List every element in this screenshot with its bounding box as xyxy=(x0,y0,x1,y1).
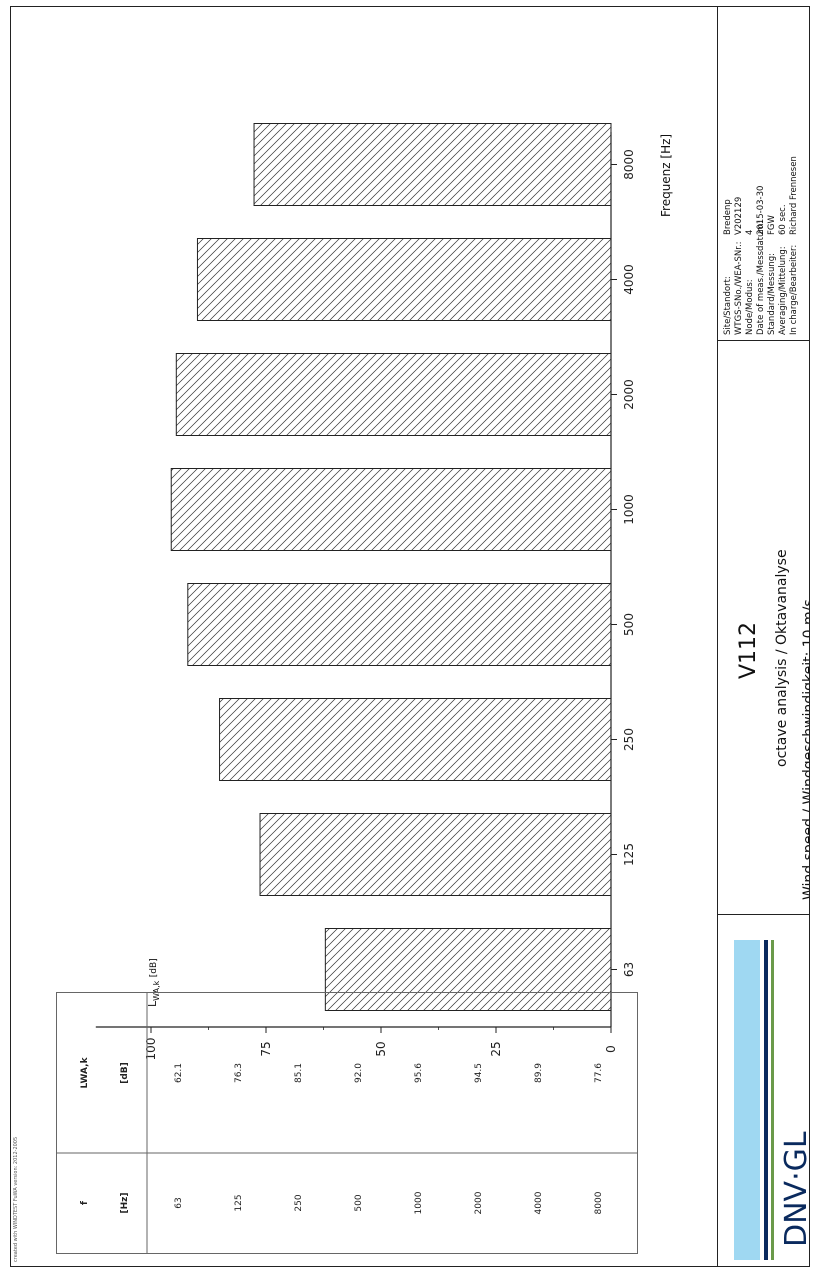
table-cell-frequency-125: 125 xyxy=(234,1194,244,1211)
info-label: Standard/Messung: xyxy=(767,253,777,335)
table-cell-level-8000: 77.6 xyxy=(594,1063,604,1083)
table-header-frequency: f xyxy=(80,1201,90,1205)
table-header-level: LWA,k xyxy=(80,1056,90,1088)
measurement-info: Site/Standort: Bredenp WTGS-SNo./WEA-SNr.:… xyxy=(723,156,800,335)
info-row: Standard/Messung: FGW xyxy=(767,156,778,335)
x-tick-label-2000: 2000 xyxy=(622,379,636,410)
table-cell-level-250: 85.1 xyxy=(294,1063,304,1083)
info-value: FGW xyxy=(767,215,777,235)
info-row: Averaging/Mittelung: 60 sec. xyxy=(778,156,789,335)
table-cell-level-4000: 89.9 xyxy=(534,1063,544,1083)
table-cell-frequency-4000: 4000 xyxy=(534,1191,544,1214)
bar-63 xyxy=(324,928,612,1011)
info-row: In charge/Bearbeiter: Richard Frennesen xyxy=(789,156,800,335)
footer-note: created with WINDTEST FuWA version: 2012… xyxy=(13,1136,19,1262)
y-tick-label-0: 0 xyxy=(604,1045,618,1053)
x-tick-label-125: 125 xyxy=(622,843,636,866)
table-cell-level-500: 92.0 xyxy=(354,1063,364,1083)
info-row: Node/Modus: 4 xyxy=(745,156,756,335)
info-row: Date of meas./Messdatum: 2015-03-30 xyxy=(756,156,767,335)
title-panel-separator-bottom xyxy=(717,914,809,915)
info-value: Bredenp xyxy=(723,199,733,235)
y-tick-label-50: 50 xyxy=(374,1041,388,1056)
info-value: V202129 xyxy=(734,196,744,235)
report-page: 63 125 250 500 1000 2000 4000 8000 0 25 50 75 100 LW… xyxy=(10,6,810,1267)
table-cell-frequency-500: 500 xyxy=(354,1194,364,1211)
x-tick-label-63: 63 xyxy=(622,962,636,977)
x-tick-label-8000: 8000 xyxy=(622,149,636,180)
info-label: Date of meas./Messdatum: xyxy=(756,220,766,335)
logo-bar-dark-blue xyxy=(764,940,768,1260)
info-label: Site/Standort: xyxy=(723,276,733,335)
info-value: Richard Frennesen xyxy=(789,156,799,235)
y-axis-label-unit: [dB] xyxy=(149,958,159,978)
info-label: In charge/Bearbeiter: xyxy=(789,244,799,335)
dnv-gl-logo: DNV·GL xyxy=(734,940,810,1260)
table-cell-frequency-2000: 2000 xyxy=(474,1191,484,1214)
bar-250 xyxy=(219,698,612,781)
table-cell-frequency-250: 250 xyxy=(294,1194,304,1211)
table-header-level-unit: [dB] xyxy=(120,1062,130,1084)
table-header-frequency-unit: [Hz] xyxy=(120,1193,130,1214)
analysis-subtitle: octave analysis / Oktavanalyse xyxy=(774,549,790,767)
table-cell-level-125: 76.3 xyxy=(234,1063,244,1083)
info-row: Site/Standort: Bredenp xyxy=(723,156,734,335)
y-tick-label-25: 25 xyxy=(489,1041,503,1056)
bar-125 xyxy=(259,813,612,896)
info-value: 60 sec. xyxy=(778,204,788,235)
title-panel-divider xyxy=(717,7,718,1266)
bar-8000 xyxy=(253,123,612,206)
y-tick-label-75: 75 xyxy=(259,1041,273,1056)
wind-speed-text: Wind speed / Windgeschwindigkeit: 10 m/s xyxy=(801,599,810,900)
x-tick-label-4000: 4000 xyxy=(622,264,636,295)
x-axis-label: Frequenz [Hz] xyxy=(659,133,673,217)
data-table: LWA,k [dB] f [Hz] 62.1 63 76.3 125 85.1 250 92.0 50… xyxy=(56,992,638,1254)
x-tick-label-1000: 1000 xyxy=(622,494,636,525)
x-tick-label-500: 500 xyxy=(622,613,636,636)
table-cell-level-63: 62.1 xyxy=(174,1063,184,1083)
info-value: 4 xyxy=(745,229,755,235)
bar-500 xyxy=(187,583,612,666)
table-cell-frequency-8000: 8000 xyxy=(594,1191,604,1214)
info-label: Node/Modus: xyxy=(745,279,755,335)
table-cell-level-1000: 95.6 xyxy=(414,1063,424,1083)
info-row: WTGS-SNo./WEA-SNr.: V202129 xyxy=(734,156,745,335)
bar-4000 xyxy=(196,238,612,321)
table-grid: LWA,k [dB]f [Hz]62.16376.312585.125092.050… xyxy=(57,993,637,1253)
logo-bar-light-blue xyxy=(734,940,760,1260)
bar-1000 xyxy=(170,468,612,551)
table-cell-frequency-63: 63 xyxy=(174,1197,184,1208)
turbine-title: V112 xyxy=(736,621,761,679)
info-label: Averaging/Mittelung: xyxy=(778,246,788,335)
logo-text: DNV·GL xyxy=(779,1131,810,1247)
info-label: WTGS-SNo./WEA-SNr.: xyxy=(734,241,744,335)
logo-bar-green xyxy=(771,940,774,1260)
table-cell-frequency-1000: 1000 xyxy=(414,1191,424,1214)
info-value: 2015-03-30 xyxy=(756,185,766,235)
bar-2000 xyxy=(175,353,612,436)
title-panel-separator-top xyxy=(717,340,809,341)
table-cell-level-2000: 94.5 xyxy=(474,1063,484,1083)
x-tick-label-250: 250 xyxy=(622,728,636,751)
